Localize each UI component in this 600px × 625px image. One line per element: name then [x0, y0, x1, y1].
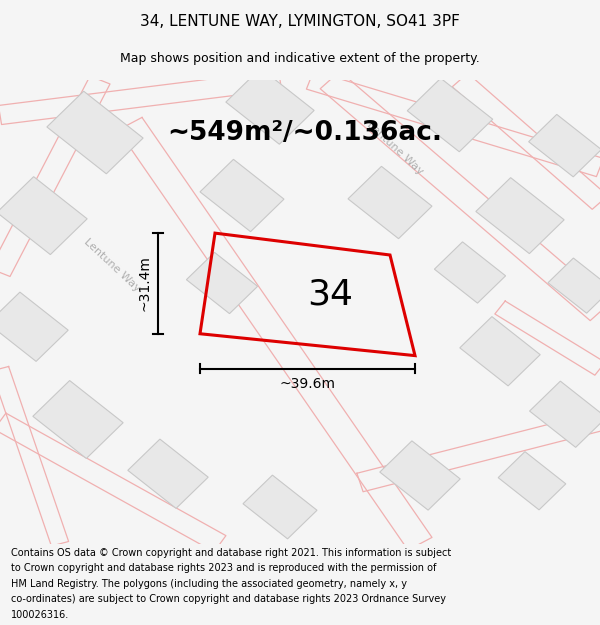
Polygon shape	[434, 242, 506, 303]
Polygon shape	[187, 253, 257, 314]
Text: 34: 34	[307, 278, 353, 311]
Text: Map shows position and indicative extent of the property.: Map shows position and indicative extent…	[120, 52, 480, 65]
Polygon shape	[33, 381, 123, 459]
Text: Contains OS data © Crown copyright and database right 2021. This information is : Contains OS data © Crown copyright and d…	[11, 548, 451, 558]
Text: ~31.4m: ~31.4m	[137, 256, 151, 311]
Polygon shape	[460, 317, 540, 386]
Polygon shape	[243, 475, 317, 539]
Polygon shape	[548, 258, 600, 313]
Text: HM Land Registry. The polygons (including the associated geometry, namely x, y: HM Land Registry. The polygons (includin…	[11, 579, 407, 589]
Polygon shape	[348, 166, 432, 239]
Polygon shape	[0, 177, 87, 254]
Text: co-ordinates) are subject to Crown copyright and database rights 2023 Ordnance S: co-ordinates) are subject to Crown copyr…	[11, 594, 446, 604]
Text: ~39.6m: ~39.6m	[280, 377, 335, 391]
Polygon shape	[529, 114, 600, 177]
Text: to Crown copyright and database rights 2023 and is reproduced with the permissio: to Crown copyright and database rights 2…	[11, 563, 436, 573]
Polygon shape	[476, 177, 564, 254]
Text: ~549m²/~0.136ac.: ~549m²/~0.136ac.	[167, 119, 443, 146]
Polygon shape	[380, 441, 460, 510]
Polygon shape	[128, 439, 208, 508]
Polygon shape	[47, 91, 143, 174]
Text: 100026316.: 100026316.	[11, 609, 69, 619]
Polygon shape	[407, 78, 493, 152]
Polygon shape	[226, 68, 314, 144]
Polygon shape	[498, 452, 566, 510]
Polygon shape	[0, 292, 68, 361]
Polygon shape	[530, 381, 600, 448]
Text: Lentune Way: Lentune Way	[365, 120, 425, 177]
Polygon shape	[200, 159, 284, 232]
Text: 34, LENTUNE WAY, LYMINGTON, SO41 3PF: 34, LENTUNE WAY, LYMINGTON, SO41 3PF	[140, 14, 460, 29]
Text: Lentune Way: Lentune Way	[82, 237, 142, 294]
